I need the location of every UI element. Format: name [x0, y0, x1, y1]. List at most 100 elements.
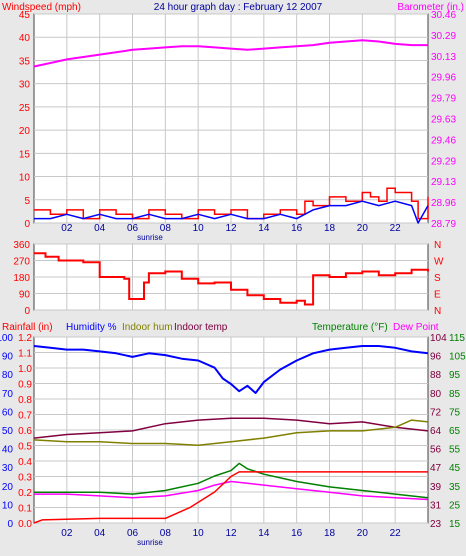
rainfall-tick-label: 0.5 [18, 442, 32, 453]
dew-point-legend: Dew Point [393, 322, 439, 333]
temperature-tick-label: 75 [449, 407, 461, 418]
humidity-tick-label: 50 [2, 426, 14, 437]
direction-degrees-tick-label: 180 [13, 273, 30, 284]
climate-x-tick-label: 14 [258, 528, 270, 539]
windspeed-tick-label: 25 [19, 103, 31, 114]
rainfall-tick-label: 0.9 [18, 380, 32, 391]
temperature-tick-label: 95 [449, 370, 461, 381]
windspeed-tick-label: 30 [19, 80, 31, 91]
wind-x-tick-label: 06 [127, 223, 139, 234]
humidity-tick-label: 80 [2, 370, 14, 381]
windspeed-tick-label: 0 [24, 219, 30, 230]
rain-legend: Rainfall (in) [2, 322, 53, 333]
climate-x-tick-label: 22 [390, 528, 402, 539]
temperature-tick-label: 45 [449, 463, 461, 474]
temperature-tick-label: 35 [449, 482, 461, 493]
barometer-tick-label: 29.63 [431, 115, 456, 126]
humidity-tick-label: 0 [7, 519, 13, 530]
climate-x-tick-label: 20 [357, 528, 369, 539]
indoor-humidity-line [33, 419, 429, 447]
temperature-tick-label: 105 [449, 352, 466, 363]
humidity-tick-label: 10 [2, 500, 14, 511]
wind-x-tick-label: 14 [258, 223, 270, 234]
climate-x-tick-label: 16 [291, 528, 303, 539]
chart-marks: 45403530252015105030.4630.2930.1329.9629… [0, 10, 466, 539]
wind-x-tick-label: 12 [225, 223, 237, 234]
wind-gust-line [34, 187, 429, 220]
humidity-legend: Humidity % [66, 322, 117, 333]
chart-title: 24 hour graph day : February 12 2007 [154, 2, 323, 13]
wind-x-tick-label: 22 [390, 223, 402, 234]
humidity-tick-label: 100 [0, 333, 13, 344]
dew-point-line [34, 480, 429, 501]
compass-tick-label: E [434, 290, 441, 301]
climate-x-tick-label: 12 [225, 528, 237, 539]
climate-x-tick-label: 08 [160, 528, 172, 539]
compass-tick-label: S [434, 273, 441, 284]
direction-degrees-tick-label: 90 [19, 290, 31, 301]
temperature-tick-label: 15 [449, 519, 461, 530]
temperature-tick-label: 25 [449, 500, 461, 511]
indoor-temp-tick-label: 104 [430, 333, 447, 344]
temperature-tick-label: 115 [449, 333, 465, 344]
wind-x-tick-label: 02 [61, 223, 73, 234]
humidity-tick-label: 30 [2, 463, 14, 474]
indoor-temp-tick-label: 56 [430, 445, 442, 456]
windspeed-tick-label: 5 [24, 196, 30, 207]
climate-x-tick-label: 10 [193, 528, 205, 539]
temperature-line [34, 462, 429, 499]
indoor-temp-tick-label: 39 [430, 482, 442, 493]
indoor-temp-tick-label: 31 [430, 500, 442, 511]
indoor-temp-tick-label: 23 [430, 519, 442, 530]
wind-x-tick-label: 10 [193, 223, 205, 234]
windspeed-tick-label: 45 [19, 10, 31, 21]
indoor-temp-tick-label: 80 [430, 389, 442, 400]
wind-direction-line [34, 252, 429, 306]
wind-average-line [34, 200, 429, 224]
climate-x-tick-label: 18 [324, 528, 336, 539]
barometer-tick-label: 29.29 [431, 156, 456, 167]
compass-tick-label: W [434, 257, 444, 268]
barometer-tick-label: 29.96 [431, 73, 456, 84]
rainfall-line [33, 471, 428, 524]
indoor-temp-tick-label: 47 [430, 463, 442, 474]
rainfall-tick-label: 0.8 [18, 395, 32, 406]
wind-x-tick-label: 16 [291, 223, 303, 234]
direction-degrees-tick-label: 270 [13, 257, 30, 268]
climate-x-tick-label: 02 [61, 528, 73, 539]
indoor-temp-tick-label: 72 [430, 407, 442, 418]
humidity-tick-label: 70 [2, 389, 14, 400]
barometer-axis-title: Barometer (in.) [397, 2, 464, 13]
rainfall-tick-label: 0.1 [18, 504, 32, 515]
humidity-tick-label: 90 [2, 352, 14, 363]
sunrise-label-bottom: sunrise [137, 538, 163, 547]
compass-tick-label: N [434, 240, 441, 251]
barometer-tick-label: 29.13 [431, 177, 456, 188]
wind-axis-title: Windspeed (mph) [2, 2, 81, 13]
indoor-temp-legend: Indoor temp [174, 322, 228, 333]
wind-x-tick-label: 08 [160, 223, 172, 234]
temperature-tick-label: 85 [449, 389, 461, 400]
indoor-temp-line [33, 417, 429, 439]
compass-tick-label: N [434, 306, 441, 317]
climate-x-tick-label: 06 [127, 528, 139, 539]
sunrise-label-top: sunrise [137, 233, 163, 242]
humidity-tick-label: 20 [2, 482, 14, 493]
rainfall-tick-label: 0.0 [18, 519, 32, 530]
rainfall-tick-label: 0.2 [18, 488, 32, 499]
rainfall-tick-label: 1.0 [18, 364, 32, 375]
rainfall-tick-label: 0.7 [18, 411, 32, 422]
windspeed-tick-label: 35 [19, 56, 31, 67]
barometer-tick-label: 30.13 [431, 52, 456, 63]
windspeed-tick-label: 40 [19, 33, 31, 44]
windspeed-tick-label: 15 [19, 149, 31, 160]
barometer-tick-label: 28.79 [431, 219, 456, 230]
climate-x-tick-label: 04 [94, 528, 106, 539]
windspeed-tick-label: 10 [19, 173, 31, 184]
barometer-tick-label: 30.46 [431, 10, 456, 21]
temperature-legend: Temperature (°F) [312, 322, 388, 333]
rainfall-tick-label: 0.3 [18, 473, 32, 484]
direction-degrees-tick-label: 360 [13, 240, 30, 251]
indoor-temp-tick-label: 88 [430, 370, 442, 381]
